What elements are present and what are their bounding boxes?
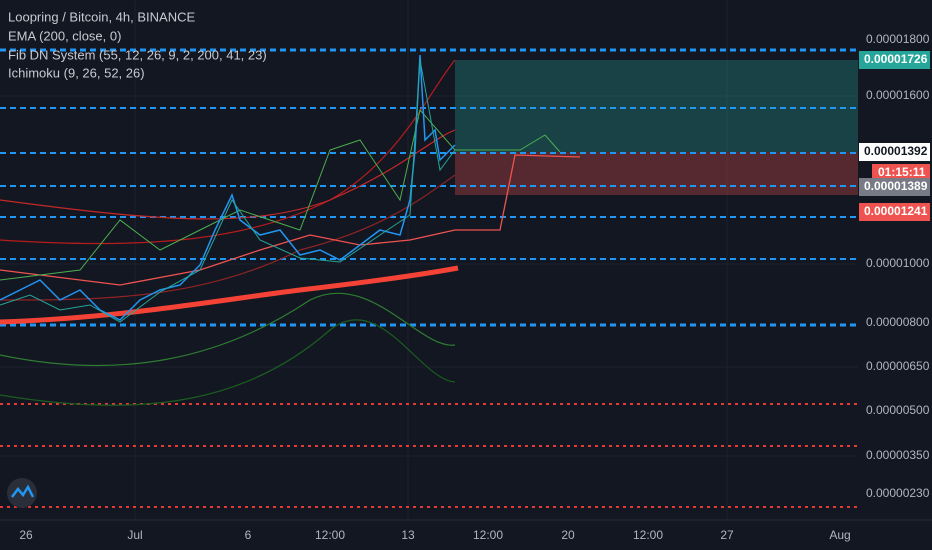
time-label: 20 <box>561 528 575 542</box>
price-label: 0.00001000 <box>866 256 930 270</box>
header: Loopring / Bitcoin, 4h, BINANCE EMA (200… <box>8 9 267 80</box>
fib-levels <box>0 48 858 508</box>
price-label: 0.00000350 <box>866 448 930 462</box>
time-label: 12:00 <box>473 528 503 542</box>
time-label: 12:00 <box>315 528 345 542</box>
price-label: 0.00000230 <box>866 486 930 500</box>
time-label: Jul <box>127 528 142 542</box>
time-label: 6 <box>245 528 252 542</box>
price-label: 0.00000800 <box>866 315 930 329</box>
badge-bg <box>859 51 930 69</box>
price-axis <box>858 0 932 520</box>
time-label: Aug <box>829 528 850 542</box>
time-labels: 26 Jul 6 12:00 13 12:00 20 12:00 27 Aug <box>19 528 850 542</box>
time-label: 12:00 <box>633 528 663 542</box>
badge-bg <box>859 143 930 161</box>
time-label: 27 <box>720 528 734 542</box>
target-zone <box>455 60 858 152</box>
price-label: 0.00000500 <box>866 403 930 417</box>
time-label: 26 <box>19 528 33 542</box>
price-badges: 0.00001726 0.00001392 01:15:11 0.0000138… <box>859 51 930 221</box>
badge-bg <box>859 178 930 196</box>
entry-badge: 0.00001389 <box>864 179 928 193</box>
logo[interactable] <box>7 478 37 508</box>
symbol-title: Loopring / Bitcoin, 4h, BINANCE <box>8 9 195 24</box>
price-label: 0.00001800 <box>866 32 930 46</box>
indicator-label: EMA (200, close, 0) <box>8 28 121 43</box>
indicator-label: Fib DN System (55, 12, 26, 9, 2, 200, 41… <box>8 47 267 62</box>
stop-zone <box>455 152 858 195</box>
last-price-badge: 0.00001392 <box>864 144 928 158</box>
badge-bg <box>859 203 930 221</box>
countdown-badge: 01:15:11 <box>878 165 926 179</box>
grid <box>0 0 858 520</box>
price-label: 0.00000650 <box>866 359 930 373</box>
indicator-label: Ichimoku (9, 26, 52, 26) <box>8 65 145 80</box>
price-action <box>0 54 456 323</box>
badge-bg <box>872 164 930 182</box>
target-badge: 0.00001726 <box>864 52 928 66</box>
price-label: 0.00001600 <box>866 88 930 102</box>
time-label: 13 <box>401 528 415 542</box>
stop-badge: 0.00001241 <box>864 204 928 218</box>
price-labels: 0.00001800 0.00001600 0.00001000 0.00000… <box>866 32 930 500</box>
